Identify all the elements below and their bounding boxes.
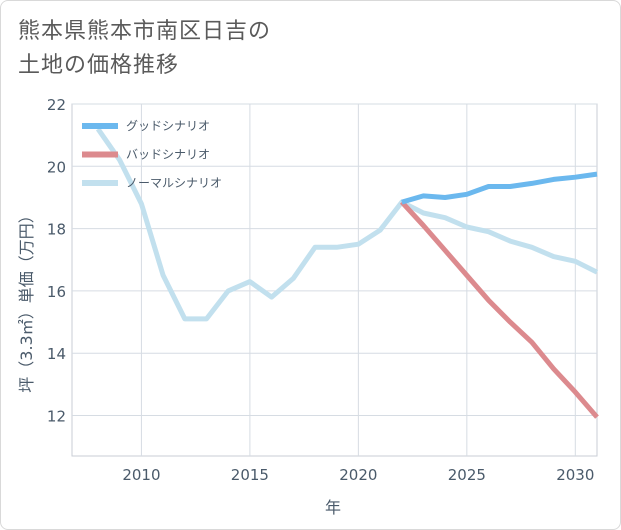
plot-area (71, 103, 598, 457)
x-tick-label: 2015 (231, 466, 269, 484)
x-tick-label: 2025 (448, 466, 486, 484)
series-line-good (401, 171, 598, 205)
title-line-2: 土地の価格推移 (18, 53, 180, 78)
x-tick-label: 2010 (122, 466, 160, 484)
y-axis-label: 坪（3.3㎡）単価（万円） (17, 207, 36, 392)
y-tick-label: 20 (47, 158, 66, 176)
y-tick-label: 12 (47, 408, 66, 426)
x-tick-label: 2030 (556, 466, 594, 484)
legend-label: グッドシナリオ (126, 119, 210, 133)
series-line-bad (399, 200, 599, 419)
x-tick-label: 2020 (339, 466, 377, 484)
tick-labels: 12 14 16 18 20 22 2010 2015 2020 2025 2030 (47, 96, 594, 484)
y-tick-label: 18 (47, 221, 66, 239)
title-line-1: 熊本県熊本市南区日吉の (18, 19, 272, 44)
series-lines (95, 127, 599, 419)
y-tick-label: 14 (47, 345, 66, 363)
x-axis-label: 年 (325, 498, 341, 517)
legend-label: ノーマルシナリオ (126, 176, 222, 190)
y-tick-label: 22 (47, 96, 66, 114)
chart-title: 熊本県熊本市南区日吉の 土地の価格推移 (18, 15, 378, 83)
legend-label: バッドシナリオ (126, 148, 210, 162)
series-line-normal (95, 127, 599, 322)
y-tick-label: 16 (47, 283, 66, 301)
grid (72, 103, 597, 456)
